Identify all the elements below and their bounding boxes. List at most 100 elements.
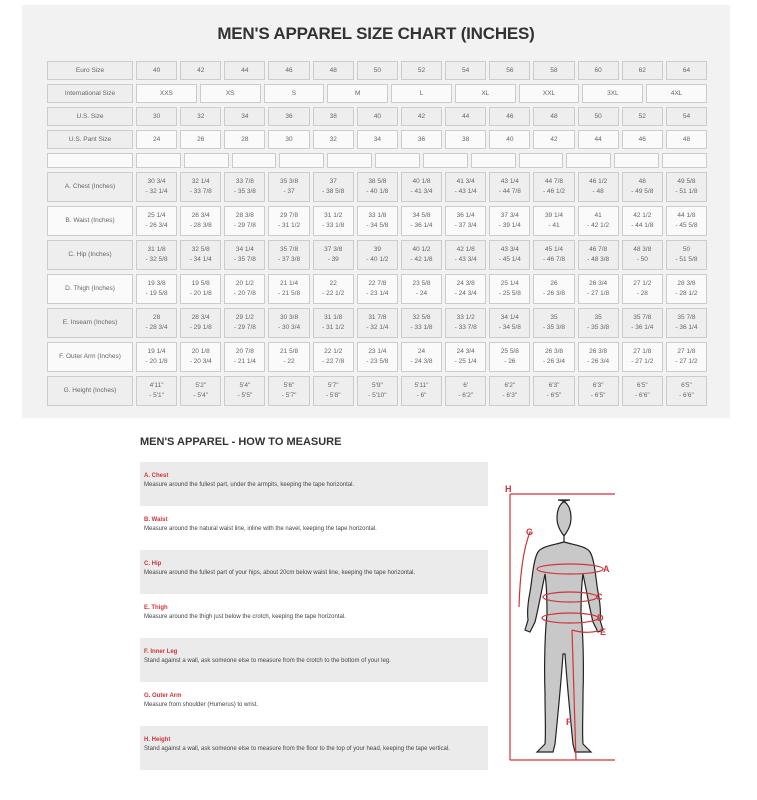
- size-cell: 58: [533, 61, 575, 80]
- range-to: - 37: [283, 188, 295, 195]
- range-from: 40 1/2: [412, 246, 431, 253]
- size-cell: 42: [400, 107, 443, 126]
- size-cell: 40: [356, 107, 398, 126]
- range-to: - 36 1/4: [410, 222, 433, 229]
- measure-cell: 34 5/8 - 36 1/4: [400, 206, 443, 236]
- measure-cell: 31 1/8 - 31 1/2: [312, 308, 354, 338]
- range-to: - 20 1/8: [145, 358, 168, 365]
- range-from: 21 5/8: [280, 348, 299, 355]
- range-to: - 23 5/8: [366, 358, 389, 365]
- range-from: 28 3/8: [677, 280, 696, 287]
- size-cell: 52: [621, 107, 663, 126]
- range-to: - 21 1/4: [233, 358, 256, 365]
- range-from: 26 3/8: [544, 348, 564, 355]
- measure-cell: 41 - 42 1/2: [577, 206, 619, 236]
- range-to: - 34 1/4: [189, 256, 212, 263]
- blank-cell: [662, 153, 707, 168]
- label-g: G: [526, 527, 533, 537]
- measure-cell: 33 7/8 - 35 3/8: [224, 172, 266, 202]
- row-label: E. Inseam (Inches): [47, 308, 133, 338]
- range-to: - 32 1/4: [366, 324, 389, 331]
- size-cell: 36: [400, 130, 443, 149]
- blank-cell: [614, 153, 660, 168]
- range-to: - 6'2": [458, 392, 474, 399]
- row-label: F. Outer Arm (Inches): [47, 342, 133, 372]
- range-to: - 20 1/8: [189, 290, 212, 297]
- size-cell: 24: [136, 130, 178, 149]
- range-from: 33 7/8: [235, 178, 254, 185]
- range-to: - 31 1/2: [322, 324, 345, 331]
- page-title: MEN'S APPAREL SIZE CHART (INCHES): [217, 24, 535, 43]
- range-to: - 34 5/8: [366, 222, 389, 229]
- label-f: F: [566, 717, 572, 727]
- range-to: - 48: [592, 188, 604, 195]
- measure-cell: 35 7/8 - 37 3/8: [268, 240, 310, 270]
- measure-title: E. Thigh: [144, 605, 168, 611]
- size-cell: 46: [489, 107, 531, 126]
- measure-cell: 23 1/4 - 23 5/8: [356, 342, 398, 372]
- range-to: - 6'5": [546, 392, 562, 399]
- measure-item: E. Thigh Measure around the thigh just be…: [140, 594, 488, 638]
- measure-cell: 6'3" - 6'5": [577, 376, 619, 406]
- measure-cell: 27 1/8 - 27 1/2: [665, 342, 708, 372]
- range-from: 29 1/2: [235, 314, 254, 321]
- range-to: - 26 3/8: [542, 290, 565, 297]
- measure-cell: 44 7/8 - 46 1/2: [533, 172, 575, 202]
- size-cell: 4XL: [646, 84, 708, 103]
- measure-cell: 32 1/4 - 33 7/8: [180, 172, 222, 202]
- measure-desc: Measure around the fullest part, under t…: [144, 482, 355, 488]
- size-cell: M: [327, 84, 389, 103]
- measure-item: H. Height Stand against a wall, ask someo…: [140, 726, 488, 770]
- measure-desc: Measure around the natural waist line, i…: [144, 526, 377, 532]
- measure-cell: 29 7/8 - 31 1/2: [268, 206, 310, 236]
- body-measurement-figure: H G A C D E F: [505, 484, 615, 761]
- range-from: 21 1/4: [280, 280, 299, 287]
- size-cell: 44: [445, 107, 487, 126]
- measure-cell: 6'3" - 6'5": [533, 376, 575, 406]
- range-to: - 24 3/4: [454, 290, 477, 297]
- size-cell: 60: [577, 61, 619, 80]
- measure-cell: 19 5/8 - 20 1/8: [180, 274, 222, 304]
- measure-cell: 39 1/4 - 41: [533, 206, 575, 236]
- range-from: 35 7/8: [633, 314, 652, 321]
- measure-title: B. Waist: [144, 517, 168, 523]
- range-to: - 28 3/8: [189, 222, 212, 229]
- measure-cell: 20 1/2 - 20 7/8: [224, 274, 266, 304]
- label-h: H: [505, 484, 512, 494]
- measure-cell: 5'11" - 6": [400, 376, 443, 406]
- measure-cell: 24 3/8 - 24 3/4: [445, 274, 487, 304]
- blank-cell: [422, 153, 468, 168]
- range-to: - 21 5/8: [278, 290, 301, 297]
- range-from: 35: [550, 314, 558, 321]
- range-from: 23 1/4: [368, 348, 387, 355]
- range-from: 24: [417, 348, 426, 355]
- measure-cell: 28 3/8 - 29 7/8: [224, 206, 266, 236]
- blank-cell: [279, 153, 325, 168]
- range-to: - 26: [504, 358, 516, 365]
- range-to: - 33 7/8: [454, 324, 477, 331]
- measure-cell: 48 3/8 - 50: [621, 240, 663, 270]
- measure-cell: 20 1/8 - 20 3/4: [180, 342, 222, 372]
- range-to: - 22: [283, 358, 295, 365]
- size-cell: 28: [224, 130, 266, 149]
- size-cell: 38: [312, 107, 354, 126]
- range-from: 28: [152, 314, 161, 321]
- row-label: U.S. Pant Size: [47, 130, 133, 149]
- range-from: 5'4": [239, 382, 251, 389]
- range-to: - 35 3/8: [233, 188, 256, 195]
- measure-list: A. Chest Measure around the fullest part,…: [140, 462, 488, 770]
- measure-cell: 37 3/4 - 39 1/4: [489, 206, 531, 236]
- range-to: - 37 3/4: [454, 222, 477, 229]
- size-cell: 52: [400, 61, 443, 80]
- range-to: - 19 5/8: [145, 290, 168, 297]
- range-from: 36 1/4: [456, 212, 475, 219]
- range-from: 19 5/8: [191, 280, 210, 287]
- range-to: - 50: [636, 256, 648, 263]
- size-cell: 46: [621, 130, 663, 149]
- range-to: - 37 3/8: [278, 256, 301, 263]
- range-from: 35 7/8: [280, 246, 299, 253]
- row-label: D. Thigh (Inches): [47, 274, 133, 304]
- range-from: 23 5/8: [412, 280, 431, 287]
- measure-cell: 33 1/2 - 33 7/8: [445, 308, 487, 338]
- range-from: 26 3/4: [191, 212, 210, 219]
